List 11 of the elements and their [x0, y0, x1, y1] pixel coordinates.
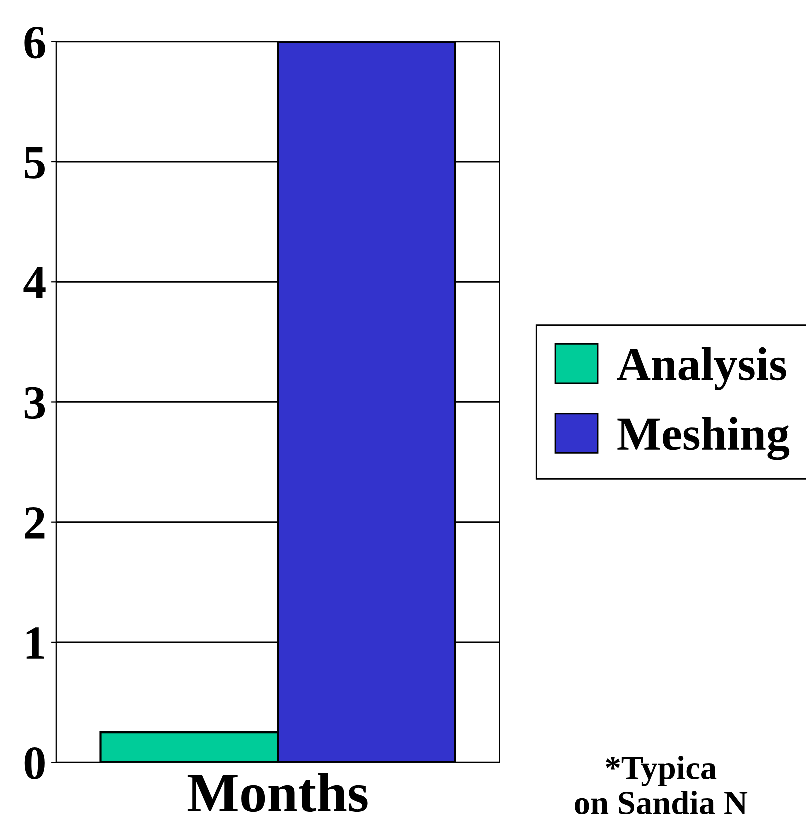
legend-label: Meshing	[618, 417, 790, 460]
legend-label: Analysis	[617, 347, 786, 390]
x-axis-title: Months	[188, 772, 368, 812]
y-tick-label: 6	[24, 27, 46, 59]
y-tick-label: 5	[24, 147, 45, 179]
text: *Typica on Sandia N	[575, 756, 748, 814]
y-tick-label: 0	[24, 748, 45, 780]
y-tick-label: 3	[24, 387, 46, 420]
y-tick-label: 1	[26, 628, 44, 659]
y-tick-label: 4	[24, 267, 46, 299]
y-tick-label: 2	[25, 507, 45, 539]
